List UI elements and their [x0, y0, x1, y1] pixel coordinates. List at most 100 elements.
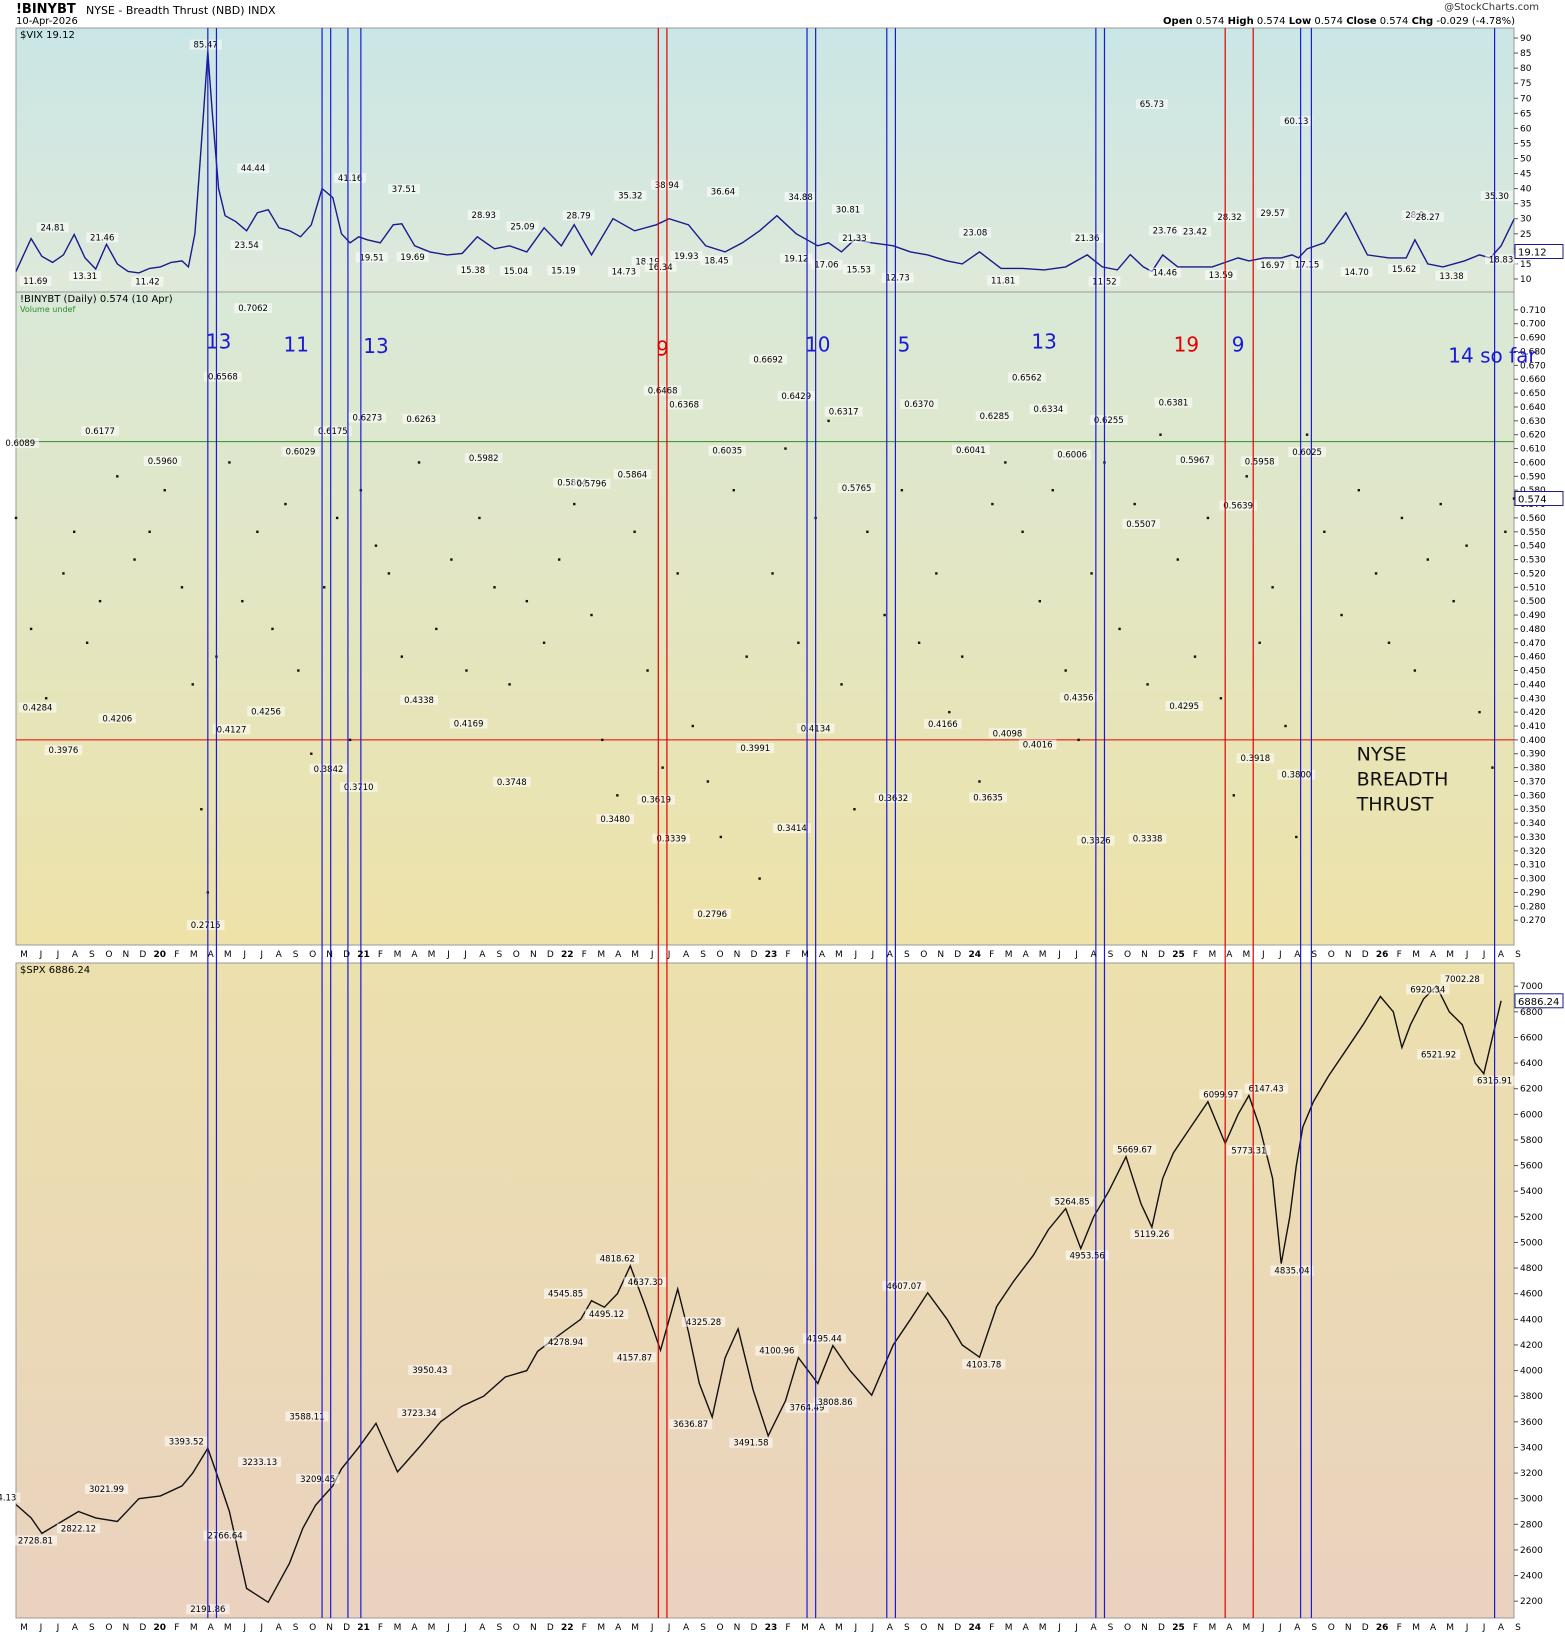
- breadth-point: [133, 558, 136, 561]
- value-label: 0.5765: [842, 484, 872, 494]
- value-label-bg: [802, 1333, 846, 1344]
- value-label-bg: [784, 192, 817, 203]
- x-axis-label: J: [1057, 1623, 1061, 1633]
- breadth-point: [900, 488, 904, 492]
- x-axis-label: J: [259, 950, 263, 960]
- breadth-point: [719, 835, 723, 839]
- x-axis-label: N: [326, 950, 333, 960]
- value-label: 0.3991: [740, 744, 770, 754]
- value-label: 0.3338: [1133, 835, 1163, 845]
- value-label-bg: [456, 264, 489, 275]
- last-value-tag: [1514, 243, 1564, 259]
- x-axis-label: D: [343, 950, 350, 960]
- value-label-bg: [98, 713, 137, 724]
- x-axis-label: S: [700, 950, 706, 960]
- value-label: 0.5507: [1126, 520, 1156, 530]
- count-annotation: 9: [1232, 332, 1245, 356]
- x-axis-label: D: [547, 950, 554, 960]
- value-label-bg: [613, 469, 652, 480]
- y-tick-label: 4000: [1520, 1367, 1543, 1377]
- value-label-bg: [1053, 449, 1091, 460]
- value-label: 0.4169: [454, 719, 484, 729]
- x-axis-label: M: [1446, 950, 1454, 960]
- value-label: 3233.13: [242, 1458, 277, 1468]
- breadth-point: [335, 516, 339, 520]
- y-tick-label: 35: [1520, 200, 1531, 210]
- value-label-bg: [230, 240, 263, 251]
- y-tick-label: 0.400: [1520, 736, 1546, 746]
- count-annotation: 11: [283, 332, 308, 356]
- value-label-bg: [670, 251, 703, 262]
- x-axis-label: F: [1397, 1623, 1402, 1633]
- y-tick-label: 0.460: [1520, 653, 1546, 663]
- value-label-bg: [1128, 833, 1167, 844]
- value-label: 0.3710: [344, 783, 374, 793]
- value-label: 6521.92: [1421, 1050, 1456, 1060]
- x-axis-label: A: [819, 950, 826, 960]
- breadth-point: [1491, 766, 1494, 769]
- x-axis-label: A: [479, 950, 486, 960]
- value-label-bg: [212, 724, 251, 735]
- value-label-bg: [544, 1336, 588, 1347]
- count-annotation: 13: [206, 330, 231, 354]
- value-label: 3209.45: [300, 1475, 335, 1485]
- value-label: 4495.12: [589, 1310, 624, 1320]
- breadth-point: [256, 530, 259, 534]
- value-label: 0.5982: [469, 454, 499, 464]
- y-tick-label: 2200: [1520, 1597, 1543, 1607]
- breadth-point: [646, 669, 649, 672]
- value-label: 0.5796: [577, 480, 607, 490]
- x-axis-label: A: [276, 950, 283, 960]
- value-label-bg: [1406, 984, 1450, 995]
- breadth-point: [978, 780, 981, 783]
- value-label: 0.5967: [1180, 456, 1210, 466]
- y-tick-label: 4800: [1520, 1264, 1543, 1274]
- value-label-bg: [1165, 700, 1204, 711]
- value-label-bg: [700, 255, 733, 266]
- y-tick-label: 0.640: [1520, 403, 1546, 413]
- value-label-bg: [13, 1535, 57, 1546]
- breadth-point: [450, 558, 453, 561]
- breadth-point: [1064, 669, 1067, 672]
- x-axis-label: A: [411, 950, 418, 960]
- value-label-bg: [339, 782, 378, 793]
- value-label: 4545.85: [548, 1290, 583, 1300]
- x-axis-label: M: [835, 950, 843, 960]
- value-label-bg: [348, 412, 387, 423]
- x-axis-label: M: [631, 1623, 639, 1633]
- value-label: 3723.34: [401, 1409, 436, 1419]
- x-axis-label: J: [1074, 950, 1078, 960]
- y-tick-label: 0.710: [1520, 306, 1546, 316]
- value-label: 0.3480: [600, 815, 630, 825]
- x-axis-label: M: [597, 1623, 605, 1633]
- value-label: 4103.78: [966, 1360, 1001, 1370]
- x-axis-label: M: [394, 1623, 402, 1633]
- value-label: 0.3414: [777, 824, 807, 834]
- y-tick-label: 50: [1520, 154, 1532, 164]
- count-annotation: 14 so far: [1448, 344, 1537, 368]
- x-axis-label: 23: [765, 950, 778, 960]
- value-label-bg: [189, 39, 222, 50]
- value-label: 15.04: [504, 267, 528, 277]
- count-annotation: 10: [805, 332, 830, 356]
- y-tick-label: 6800: [1520, 1008, 1543, 1018]
- breadth-point: [62, 572, 65, 575]
- value-label-bg: [1244, 1083, 1288, 1094]
- x-axis-label: S: [497, 950, 503, 960]
- value-label-bg: [607, 266, 640, 277]
- x-axis-label: J: [854, 1623, 858, 1633]
- x-axis-label: A: [1023, 950, 1030, 960]
- value-label-bg: [1240, 456, 1279, 467]
- breadth-point: [310, 752, 313, 755]
- breadth-point: [1051, 488, 1054, 492]
- value-label-bg: [234, 303, 272, 314]
- value-label-bg: [706, 186, 739, 197]
- value-label-bg: [924, 718, 962, 729]
- value-label-bg: [644, 261, 677, 272]
- value-label-bg: [86, 232, 119, 243]
- breadth-point: [1077, 738, 1080, 742]
- y-tick-label: 0.560: [1520, 514, 1546, 524]
- x-axis-label: F: [174, 950, 179, 960]
- value-label: 16.34: [648, 263, 672, 273]
- value-label-bg: [595, 1253, 639, 1264]
